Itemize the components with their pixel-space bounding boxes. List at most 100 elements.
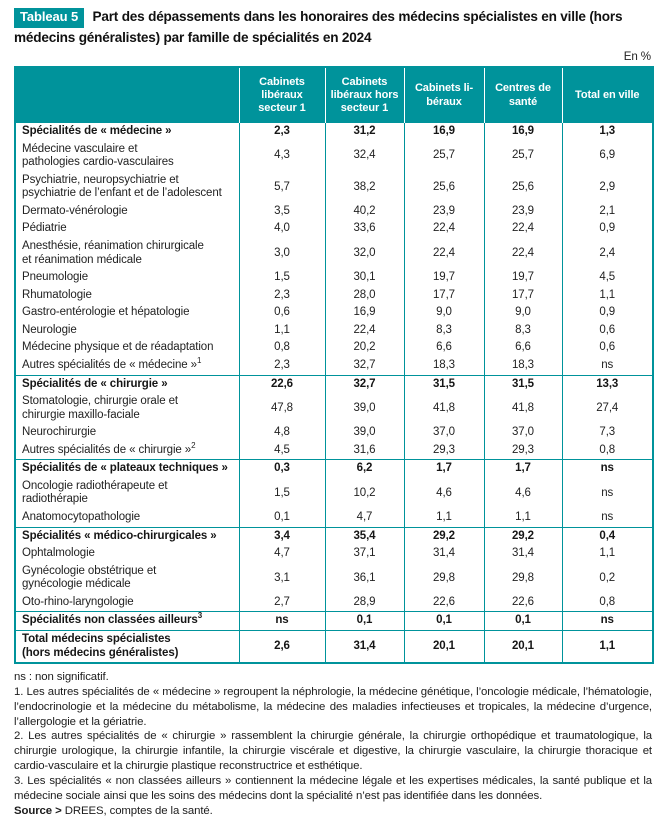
value-cell: ns bbox=[561, 356, 653, 376]
table-number-badge: Tableau 5 bbox=[14, 8, 85, 28]
value-cell: 32,0 bbox=[324, 238, 404, 270]
value-cell: ns bbox=[561, 611, 653, 631]
value-cell: 3,4 bbox=[238, 526, 325, 546]
value-cell: 41,8 bbox=[483, 393, 562, 425]
value-cell: 2,1 bbox=[561, 202, 653, 221]
value-cell: 4,7 bbox=[238, 545, 325, 563]
footnote-marker: 2 bbox=[191, 440, 196, 450]
value-cell: 0,9 bbox=[561, 304, 653, 322]
footnote-marker: 1 bbox=[196, 356, 202, 366]
data-table: Cabinets libéraux secteur 1 Cabinets lib… bbox=[14, 66, 654, 665]
value-cell: 3,0 bbox=[238, 238, 325, 270]
table-row: Dermato-vénérologie 3,5 40,2 23,9 23,9 2,1 bbox=[15, 202, 653, 221]
value-cell: 30,1 bbox=[324, 269, 404, 287]
row-label: Oto-rhino-laryngologie bbox=[22, 595, 134, 608]
row-label: Rhumatologie bbox=[22, 288, 92, 301]
value-cell: 8,3 bbox=[483, 321, 562, 340]
value-cell: 37,0 bbox=[403, 424, 484, 442]
value-cell: 0,8 bbox=[238, 339, 325, 357]
value-cell: 8,3 bbox=[403, 321, 484, 340]
value-cell: 29,8 bbox=[483, 562, 562, 594]
value-cell: 2,3 bbox=[238, 286, 325, 305]
value-cell: 1,7 bbox=[403, 459, 484, 478]
value-cell: 0,1 bbox=[483, 611, 562, 631]
row-label: Spécialités de « chirurgie » bbox=[15, 374, 239, 394]
value-cell: 4,6 bbox=[483, 477, 562, 510]
value-cell: 47,8 bbox=[238, 393, 325, 425]
value-cell: 19,7 bbox=[403, 269, 484, 287]
page: { "header": { "badge": "Tableau 5", "tit… bbox=[14, 8, 654, 817]
column-header-total-en-ville: Total en ville bbox=[561, 67, 653, 124]
value-cell: 22,4 bbox=[324, 321, 404, 340]
value-cell: 2,3 bbox=[238, 123, 325, 141]
value-cell: 4,8 bbox=[238, 424, 325, 442]
value-cell: 4,5 bbox=[561, 269, 653, 287]
value-cell: 1,1 bbox=[561, 286, 653, 305]
value-cell: 31,2 bbox=[324, 123, 404, 141]
value-cell: 2,9 bbox=[561, 171, 653, 203]
value-cell: 6,9 bbox=[561, 140, 653, 172]
footnote-3: 3. Les spécialités « non classées ailleu… bbox=[14, 774, 652, 802]
table-row: Spécialités de « chirurgie » 22,6 32,7 31,5… bbox=[15, 374, 653, 394]
value-cell: 18,3 bbox=[403, 356, 484, 376]
value-cell: 4,0 bbox=[238, 220, 325, 239]
table-row: Anatomocytopathologie 0,1 4,7 1,1 1,1 ns bbox=[15, 509, 653, 528]
value-cell: 0,8 bbox=[561, 593, 653, 612]
value-cell: 1,5 bbox=[238, 477, 325, 510]
column-header-cabinets-liberaux-hors-secteur1: Cabinets libéraux hors secteur 1 bbox=[324, 67, 404, 124]
table-row: Spécialités de « médecine » 2,3 31,2 16,9 16… bbox=[15, 123, 653, 141]
table-row: Psychiatrie, neuropsychiatrie et psychia… bbox=[15, 171, 653, 203]
value-cell: 10,2 bbox=[324, 477, 404, 510]
row-label: Pédiatrie bbox=[22, 222, 67, 235]
footnote-marker: 3 bbox=[197, 611, 203, 621]
value-cell: 22,4 bbox=[403, 220, 484, 239]
row-label: Spécialités de « médecine » bbox=[22, 125, 172, 138]
value-cell: 0,3 bbox=[238, 459, 325, 478]
value-cell: 41,8 bbox=[403, 393, 484, 425]
row-label: Spécialités « médico-chirurgicales » bbox=[15, 526, 239, 546]
value-cell: 22,4 bbox=[483, 220, 562, 239]
value-cell: 31,5 bbox=[403, 374, 484, 394]
value-cell: 4,5 bbox=[238, 441, 325, 460]
value-cell: 13,3 bbox=[561, 374, 653, 394]
value-cell: 0,1 bbox=[238, 509, 325, 528]
row-label: Anesthésie, réanimation chirurgicale et … bbox=[22, 240, 204, 266]
value-cell: 36,1 bbox=[324, 562, 404, 594]
value-cell: 3,1 bbox=[238, 562, 325, 594]
value-cell: 16,9 bbox=[403, 123, 484, 141]
value-cell: 1,1 bbox=[561, 629, 653, 664]
table-row: Total médecins spécialistes (hors médeci… bbox=[15, 629, 653, 664]
value-cell: ns bbox=[561, 509, 653, 528]
value-cell: 31,4 bbox=[324, 629, 404, 664]
table-row: Neurochirurgie 4,8 39,0 37,0 37,0 7,3 bbox=[15, 424, 653, 442]
value-cell: 29,8 bbox=[403, 562, 484, 594]
table-row: Spécialités non classées ailleurs3 ns 0,1 0… bbox=[15, 611, 653, 631]
row-label: Autres spécialités de « médecine »1 bbox=[22, 356, 202, 371]
source-text: DREES, comptes de la santé. bbox=[64, 804, 213, 817]
value-cell: 32,7 bbox=[324, 374, 404, 394]
value-cell: 31,5 bbox=[483, 374, 562, 394]
value-cell: 25,7 bbox=[483, 140, 562, 172]
value-cell: 7,3 bbox=[561, 424, 653, 442]
value-cell: 19,7 bbox=[483, 269, 562, 287]
value-cell: 25,6 bbox=[483, 171, 562, 203]
table-row: Pédiatrie 4,0 33,6 22,4 22,4 0,9 bbox=[15, 220, 653, 239]
value-cell: 29,2 bbox=[403, 526, 484, 546]
value-cell: 4,6 bbox=[403, 477, 484, 510]
value-cell: 23,9 bbox=[403, 202, 484, 221]
table-row: Stomatologie, chirurgie orale et chirurg… bbox=[15, 393, 653, 425]
value-cell: 0,9 bbox=[561, 220, 653, 239]
row-label: Spécialités de « plateaux techniques » bbox=[15, 459, 239, 478]
value-cell: 1,5 bbox=[238, 269, 325, 287]
table-row: Pneumologie 1,5 30,1 19,7 19,7 4,5 bbox=[15, 269, 653, 287]
value-cell: ns bbox=[561, 459, 653, 478]
value-cell: 37,1 bbox=[324, 545, 404, 563]
table-row: Spécialités de « plateaux techniques » 0,… bbox=[15, 459, 653, 478]
table-row: Gynécologie obstétrique et gynécologie m… bbox=[15, 562, 653, 594]
value-cell: 0,8 bbox=[561, 441, 653, 460]
value-cell: 0,1 bbox=[324, 611, 404, 631]
value-cell: 20,1 bbox=[403, 629, 484, 664]
value-cell: 2,6 bbox=[238, 629, 325, 664]
value-cell: 17,7 bbox=[483, 286, 562, 305]
